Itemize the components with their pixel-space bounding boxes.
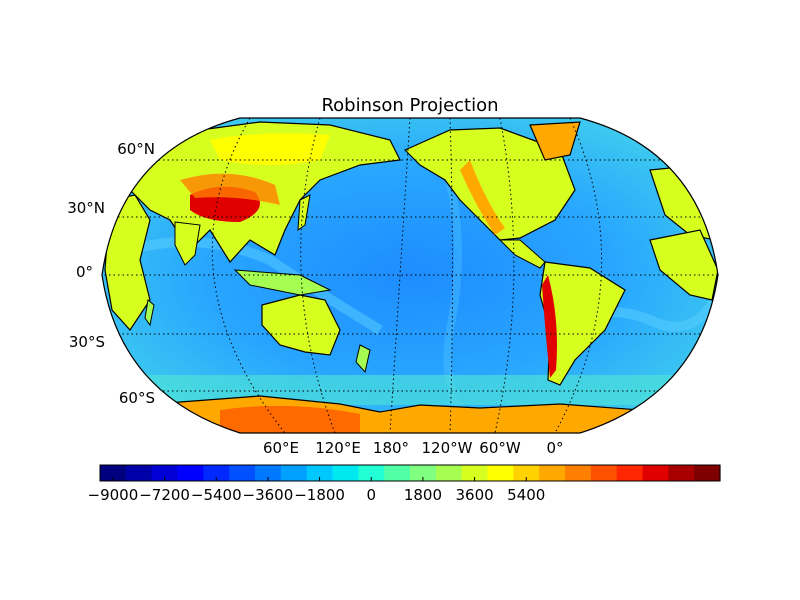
colorbar-swatch [487,465,514,481]
north-america [403,127,576,241]
colorbar-swatch [410,465,437,481]
greenland [529,121,581,161]
colorbar-swatch [539,465,566,481]
colorbar-swatch [694,465,721,481]
colorbar-swatch [358,465,385,481]
parallel-label: 30°S [69,333,105,351]
colorbar-tick-label: −3600 [243,486,294,504]
meridian-label: 120°W [422,439,473,457]
map-boundary [101,117,719,434]
japan [297,194,311,232]
colorbar-tick-label: 5400 [507,486,545,504]
parallel-label: 30°N [67,199,105,217]
ocean-ridge [128,237,383,335]
rockies [460,160,505,235]
meridian-label: 120°E [315,439,361,457]
colorbar-swatch [125,465,153,481]
andes [542,275,557,378]
colorbar-swatch [616,465,644,481]
colorbar-ticks: −9000 −7200 −5400 −3600 −1800 0 1800 3600 5400 [88,477,545,504]
colorbar-tick-label: 0 [366,486,376,504]
siberia-high [210,133,330,165]
colorbar-tick-label: 3600 [455,486,493,504]
colorbar-swatch [435,465,463,481]
colorbar-swatch [461,465,489,481]
india [174,221,201,266]
map-title: Robinson Projection [321,95,498,116]
world-map [102,118,718,433]
new-zealand [355,344,371,374]
colorbar-swatch [280,465,308,481]
colorbar-frame [99,464,721,482]
colorbar-swatch [513,465,540,481]
colorbar-tick-label: 1800 [404,486,442,504]
colorbar-swatch [151,465,179,481]
colorbar-swatch [255,465,282,481]
parallel-label: 60°N [117,140,155,158]
graticule-meridians [211,118,603,433]
colorbar-tick-label: −9000 [88,486,139,504]
meridian-label: 60°W [479,439,521,457]
himalaya-orange [180,173,280,205]
madagascar [144,299,155,327]
colorbar-tick-label: −5400 [191,486,242,504]
colorbar-tick-label: −1800 [294,486,345,504]
central-america [498,239,546,269]
colorbar-swatch [565,465,592,481]
parallel-label: 60°S [119,389,155,407]
colorbar [100,465,721,481]
colorbar-swatch [203,465,230,481]
africa [104,194,151,331]
africa-east [649,229,718,301]
colorbar-swatch [177,465,204,481]
australia [261,294,341,356]
meridian-label: 0° [546,439,563,457]
meridian-label: 60°E [263,439,299,457]
meridian-label: 180° [373,439,409,457]
colorbar-swatch [229,465,256,481]
colorbar-swatch [384,465,411,481]
colorbar-tick-label: −7200 [139,486,190,504]
colorbar-swatch [642,465,669,481]
parallel-label: 0° [76,263,93,281]
colorbar-swatch [332,465,359,481]
indonesia [233,269,332,296]
colorbar-swatch [100,465,127,481]
colorbar-swatch [590,465,618,481]
colorbar-swatch [668,465,695,481]
colorbar-swatch [306,465,334,481]
antarctica-high [220,405,360,433]
